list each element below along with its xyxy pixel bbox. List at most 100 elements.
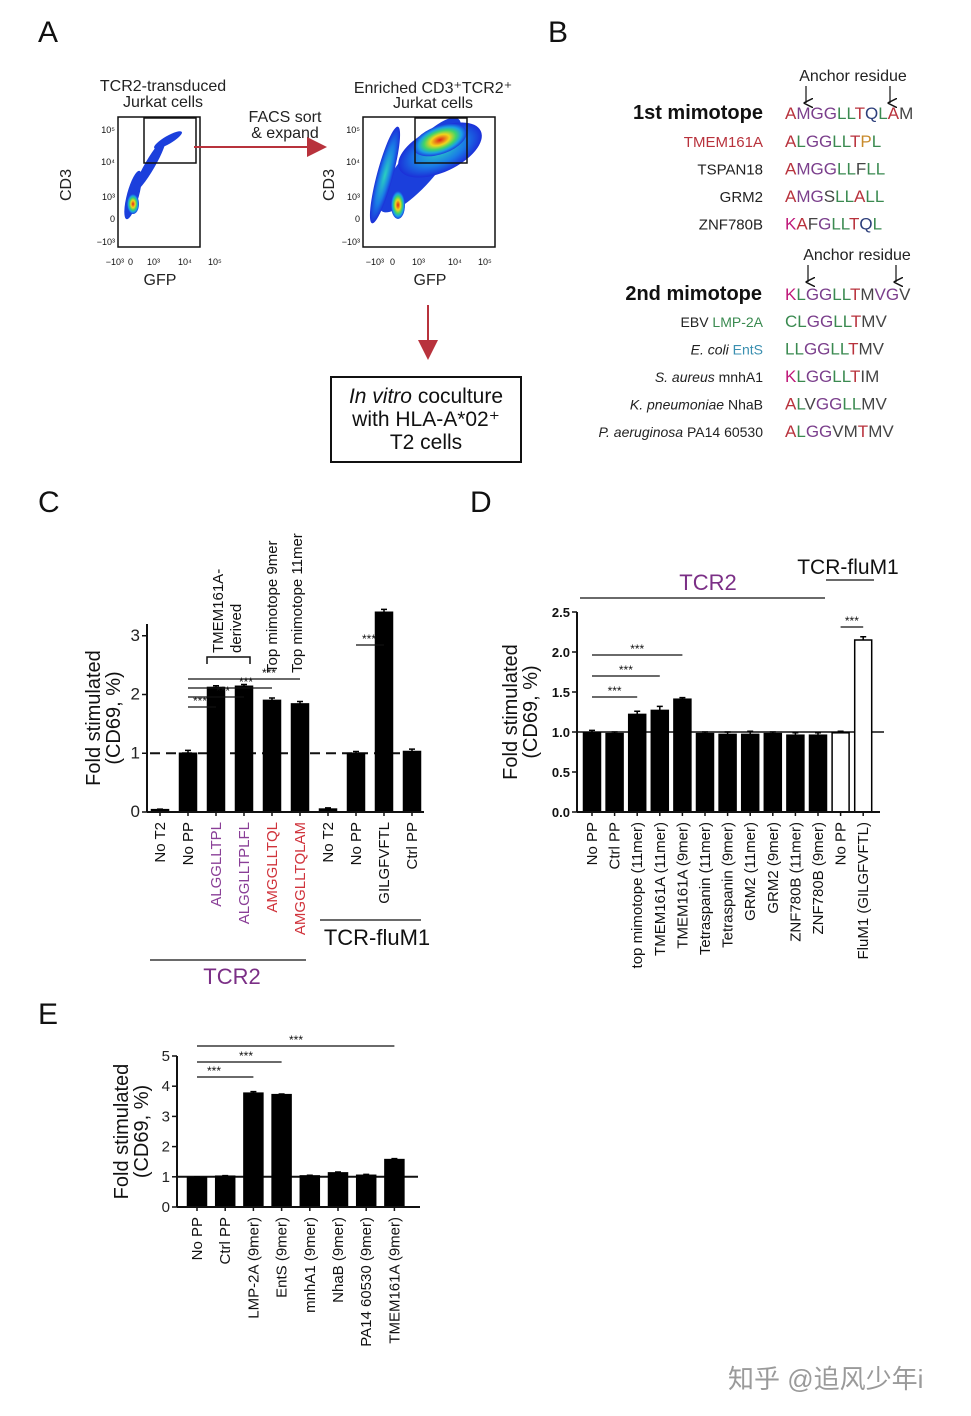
peptide-sequence: AMGGLLFLL bbox=[785, 160, 885, 179]
error-bar bbox=[241, 683, 247, 687]
error-bar bbox=[837, 730, 844, 733]
residue: G bbox=[829, 395, 842, 414]
y-axis-label: (CD69, %) bbox=[103, 671, 125, 764]
residue: L bbox=[796, 132, 805, 151]
residue: V bbox=[899, 285, 911, 304]
species-name: E. coli bbox=[691, 342, 733, 358]
bar bbox=[290, 703, 310, 813]
tick: 10⁴ bbox=[346, 157, 360, 167]
error-bar bbox=[860, 636, 867, 640]
x-axis-label: GFP bbox=[414, 272, 447, 289]
tmem161a-derived-label: TMEM161A- bbox=[210, 569, 227, 653]
tick: 0 bbox=[110, 214, 115, 224]
residue: G bbox=[811, 160, 824, 179]
x-tick-label: No PP bbox=[584, 822, 601, 865]
species-name: EBV bbox=[681, 314, 713, 330]
tmem161a-derived-label: derived bbox=[228, 604, 245, 653]
flow-x-ticks: −10³ 0 10³ 10⁴ 10⁵ bbox=[366, 257, 492, 267]
bar bbox=[718, 733, 737, 813]
tick: 0 bbox=[355, 214, 360, 224]
x-tick-label: Tetraspanin (9mer) bbox=[720, 822, 737, 948]
top-mimotope-9mer-label: Top mimotope 9mer bbox=[264, 540, 281, 673]
flow-x-ticks: −10³ 0 10³ 10⁴ 10⁵ bbox=[106, 257, 222, 267]
residue: L bbox=[841, 215, 850, 234]
significance-stars: *** bbox=[239, 1049, 253, 1063]
bar bbox=[384, 1158, 405, 1208]
residue: L bbox=[845, 187, 854, 206]
species-name: K. pneumoniae bbox=[630, 397, 728, 413]
residue: G bbox=[819, 422, 832, 441]
panel-label-a: A bbox=[38, 16, 58, 49]
residue: L bbox=[797, 312, 806, 331]
error-bar bbox=[222, 1174, 229, 1177]
x-tick-label: No PP bbox=[833, 822, 850, 865]
residue: A bbox=[854, 187, 866, 206]
error-bar bbox=[409, 748, 415, 752]
anchor-residue-label: Anchor residue bbox=[799, 68, 907, 85]
peptide-sequence: ALVGGLLMV bbox=[785, 395, 887, 414]
species-name: S. aureus bbox=[655, 369, 719, 385]
y-tick-label: 0.0 bbox=[552, 805, 570, 820]
residue: G bbox=[811, 187, 824, 206]
error-bar bbox=[269, 697, 275, 701]
error-bar bbox=[589, 729, 595, 733]
bar bbox=[271, 1093, 292, 1208]
residue: L bbox=[842, 285, 851, 304]
error-bar bbox=[194, 1176, 200, 1178]
residue: A bbox=[785, 132, 797, 151]
residue: A bbox=[785, 187, 797, 206]
bar bbox=[402, 750, 422, 813]
residue: L bbox=[873, 215, 882, 234]
y-axis-label: Fold stimulated bbox=[111, 1064, 133, 1200]
residue: T bbox=[850, 132, 860, 151]
significance-stars: *** bbox=[630, 642, 644, 656]
significance-stars: *** bbox=[845, 614, 859, 628]
y-tick-label: 2.0 bbox=[552, 645, 570, 660]
facs-sort-label-1: FACS sort bbox=[249, 109, 322, 126]
residue: M bbox=[861, 312, 875, 331]
flow-plot-after-sort: GFP CD3 −10³ 0 10³ 10⁴ 10⁵ 10⁵ 10⁴ 10³ 0… bbox=[321, 116, 496, 289]
significance-stars: *** bbox=[216, 684, 230, 698]
tick: 10⁵ bbox=[346, 125, 360, 135]
tick: 10³ bbox=[147, 257, 160, 267]
residue: L bbox=[832, 132, 841, 151]
gene-name: ZNF780B bbox=[699, 217, 763, 234]
tick: 10⁵ bbox=[101, 125, 115, 135]
gene-name: EntS bbox=[733, 342, 763, 358]
bar bbox=[673, 698, 692, 813]
residue: L bbox=[796, 395, 805, 414]
y-tick-label: 1 bbox=[131, 743, 140, 762]
first-mimotope-sequence: AMGGLLTQLAM bbox=[785, 104, 913, 123]
organism-gene-label: P. aeruginosa PA14 60530 bbox=[598, 424, 763, 440]
significance-stars: *** bbox=[362, 632, 376, 646]
x-tick-label: Ctrl PP bbox=[217, 1217, 234, 1265]
flow-plot-before-sort: GFP CD3 −10³ 0 10³ 10⁴ 10⁵ 10⁵ 10⁴ 10³ 0… bbox=[58, 116, 222, 289]
y-axis-label: CD3 bbox=[58, 169, 75, 201]
gene-name: NhaB bbox=[728, 397, 763, 413]
peptide-sequence: CLGGLLTMV bbox=[785, 312, 887, 331]
bar bbox=[650, 709, 670, 813]
residue: A bbox=[785, 104, 797, 123]
residue: G bbox=[804, 340, 817, 359]
error-bar bbox=[611, 731, 618, 734]
residue: L bbox=[796, 422, 805, 441]
significance-stars: *** bbox=[207, 1064, 221, 1078]
error-bar bbox=[815, 732, 821, 736]
residue: Q bbox=[859, 215, 872, 234]
y-tick-label: 4 bbox=[162, 1078, 170, 1095]
x-tick-label: Ctrl PP bbox=[404, 822, 421, 870]
residue: L bbox=[837, 104, 846, 123]
x-tick-label: AMGGLLTQL bbox=[264, 822, 281, 913]
x-tick-label: ALGGLLTPL bbox=[208, 822, 225, 907]
x-tick-label: No T2 bbox=[320, 822, 337, 863]
tmem161a-bracket bbox=[206, 656, 251, 664]
residue: M bbox=[899, 104, 913, 123]
second-mimotope-sequence: KLGGLLTMVGV bbox=[785, 285, 911, 304]
residue: L bbox=[846, 160, 855, 179]
residue: L bbox=[846, 104, 855, 123]
residue: M bbox=[865, 367, 879, 386]
residue: K bbox=[785, 285, 797, 304]
residue: V bbox=[875, 395, 887, 414]
y-tick-label: 1.0 bbox=[552, 725, 570, 740]
